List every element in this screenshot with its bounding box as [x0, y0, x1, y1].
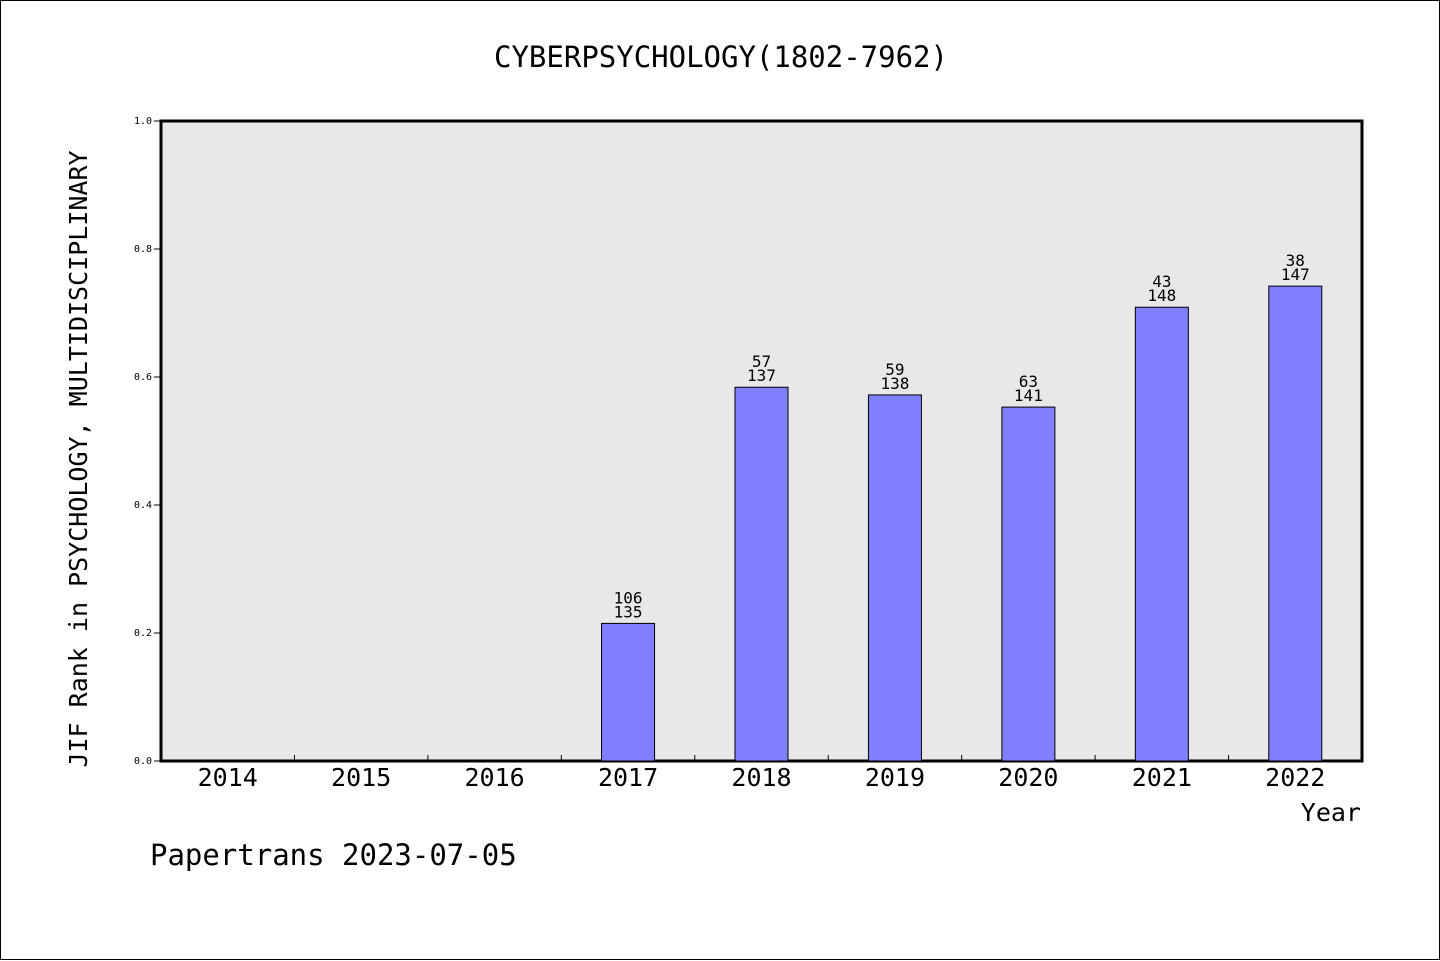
y-tick-label: 1.0: [134, 116, 152, 127]
bar-2020: [1001, 406, 1056, 762]
bar-rank-label: 38: [1286, 251, 1305, 270]
bar-total-label: 135: [614, 602, 643, 621]
bar-2019: [867, 394, 922, 762]
y-axis: 0.0 0.2 0.4 0.6 0.8 1.0: [134, 116, 161, 767]
bar-total-label: 147: [1281, 265, 1310, 284]
x-tick-label: 2015: [331, 763, 391, 792]
x-tick-label: 2014: [198, 763, 258, 792]
chart-title: CYBERPSYCHOLOGY(1802-7962): [494, 40, 948, 74]
x-tick-label: 2021: [1132, 763, 1192, 792]
footer-text: Papertrans 2023-07-05: [150, 838, 517, 872]
bar-rank-label: 59: [885, 360, 904, 379]
x-tick-label: 2017: [598, 763, 658, 792]
x-tick-label: 2022: [1265, 763, 1325, 792]
bar-2018: [734, 386, 789, 762]
x-axis: 2014 2015 2016 2017 2018 2019 2020 2021 2022: [198, 755, 1325, 792]
x-tick-label: 2016: [465, 763, 525, 792]
y-tick-label: 0.8: [134, 244, 152, 255]
x-tick-label: 2018: [731, 763, 791, 792]
y-tick-label: 0.2: [134, 628, 152, 639]
y-tick-label: 0.0: [134, 756, 152, 767]
bar-rank-label: 43: [1152, 272, 1171, 291]
x-tick-label: 2020: [998, 763, 1058, 792]
y-tick-label: 0.6: [134, 372, 152, 383]
bar-total-label: 148: [1147, 286, 1176, 305]
bar-rank-label: 106: [614, 588, 643, 607]
bar-2021: [1134, 306, 1189, 762]
bar-2017: [601, 622, 656, 762]
bar-2022: [1268, 285, 1323, 762]
x-axis-label: Year: [1301, 798, 1361, 827]
bar-rank-label: 57: [752, 352, 771, 371]
y-axis-label: JIF Rank in PSYCHOLOGY, MULTIDISCIPLINAR…: [64, 150, 93, 767]
bar-total-label: 137: [747, 366, 776, 385]
y-tick-label: 0.4: [134, 500, 152, 511]
bar-total-label: 141: [1014, 386, 1043, 405]
bar-rank-label: 63: [1019, 372, 1038, 391]
x-tick-label: 2019: [865, 763, 925, 792]
bar-total-label: 138: [880, 374, 909, 393]
